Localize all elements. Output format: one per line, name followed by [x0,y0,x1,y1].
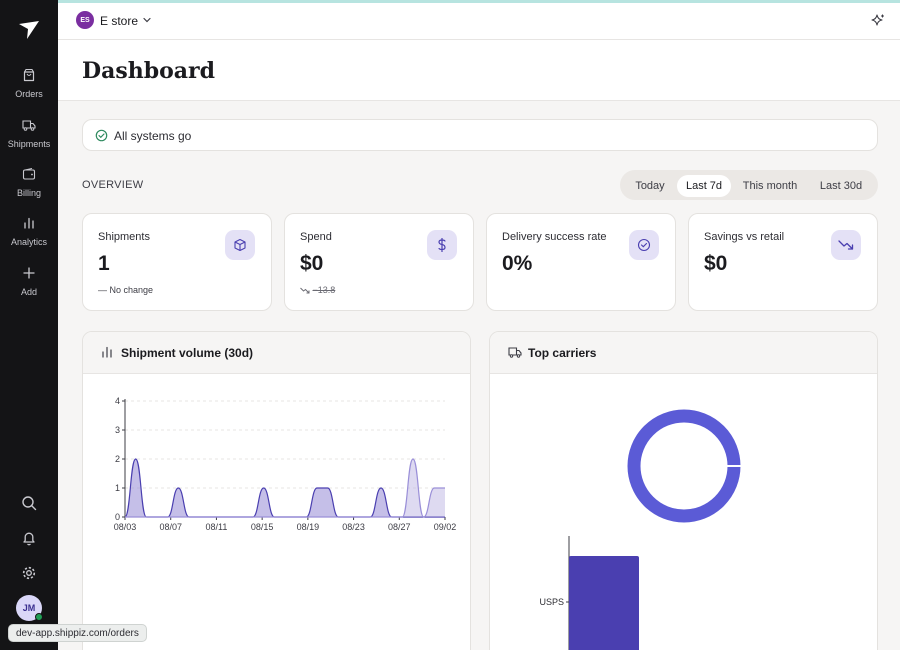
bell-icon[interactable] [19,528,39,548]
card-label: Shipments [98,231,150,243]
trend-down-icon [838,240,854,250]
x-tick-label: 08/27 [388,522,411,532]
card-change: — No change [98,285,153,295]
system-status-banner: All systems go [82,119,878,151]
volume-series-area [125,459,445,517]
y-tick-label: 2 [115,454,120,464]
tab-last-30d[interactable]: Last 30d [819,180,863,192]
carrier-pie-slice [627,409,741,523]
card-label: Delivery success rate [502,231,607,243]
search-icon[interactable] [19,493,39,513]
page-title: Dashboard [82,58,215,84]
savings-card[interactable]: Savings vs retail $0 [688,213,878,311]
y-tick-label: 1 [115,483,120,493]
logo-icon[interactable] [18,20,40,40]
card-label: Savings vs retail [704,231,785,243]
card-change-text: −13.8 [312,285,336,295]
card-value: 1 [98,252,110,275]
truck-icon [508,347,522,358]
volume-series-line [124,458,445,518]
sidebar-item-analytics[interactable]: Analytics [0,216,58,247]
x-tick-label: 08/03 [114,522,137,532]
plus-icon [23,267,35,279]
bar-chart-icon [102,346,112,358]
sidebar-item-orders[interactable]: Orders [0,68,58,99]
main-content: ES E store Dashboard All systems go OVER… [58,3,900,650]
spend-card[interactable]: Spend $0 −13.8 [284,213,474,311]
check-circle-icon [637,238,651,252]
tab-this-month[interactable]: This month [742,180,798,192]
card-value: $0 [704,252,728,275]
top-carriers-chart: USPS [539,409,742,650]
status-text: All systems go [114,129,192,143]
store-switcher[interactable]: E store [100,14,139,28]
wallet-icon [22,168,36,180]
url-tooltip: dev-app.shippiz.com/orders [8,624,147,642]
date-range-tabs: Today Last 7d This month Last 30d [620,170,878,200]
trend-down-small-icon [300,287,310,294]
carrier-bar [569,556,639,650]
card-value: 0% [502,252,533,275]
topbar: ES E store [58,3,900,40]
card-icon-wrap [831,230,861,260]
page-header: Dashboard [58,40,900,101]
sidebar: Orders Shipments Billing Analytics Add [0,0,58,650]
tab-today[interactable]: Today [635,180,665,192]
box-icon [234,238,246,252]
sparkle-icon[interactable] [870,13,886,29]
sidebar-item-label: Add [20,287,37,297]
sidebar-item-label: Shipments [7,139,51,149]
top-carriers-panel: Top carriers USPS [489,331,878,650]
panel-header: Top carriers [490,332,877,374]
tab-last-7d[interactable]: Last 7d [677,175,731,197]
panel-title: Shipment volume (30d) [121,346,254,360]
shipment-volume-panel: Shipment volume (30d) 0 1 2 3 4 08/03 08/07 08/… [82,331,471,650]
sidebar-item-label: Billing [16,188,41,198]
check-circle-icon [95,129,108,142]
shipments-card[interactable]: Shipments 1 — No change [82,213,272,311]
x-tick-label: 09/02 [434,522,457,532]
panel-header: Shipment volume (30d) [83,332,470,374]
x-tick-label: 08/19 [297,522,320,532]
sidebar-item-add[interactable]: Add [0,266,58,297]
top-accent-line [0,0,900,3]
dollar-icon [438,238,446,252]
online-status-dot [35,613,43,621]
dash-icon: — [98,285,110,295]
x-tick-label: 08/23 [342,522,365,532]
store-initials: ES [80,16,90,24]
card-change-text: No change [109,285,154,295]
gear-icon[interactable] [19,563,39,583]
delivery-success-card[interactable]: Delivery success rate 0% [486,213,676,311]
card-label: Spend [300,231,332,243]
sidebar-item-label: Orders [15,89,43,99]
x-tick-label: 08/11 [205,522,227,532]
card-change: −13.8 [300,285,335,295]
truck-icon [22,120,36,131]
overview-heading: OVERVIEW [82,179,144,191]
card-icon-wrap [427,230,457,260]
bag-icon [23,68,35,82]
card-value: $0 [300,252,324,275]
store-avatar[interactable]: ES [76,11,94,29]
sidebar-item-label: Analytics [10,237,47,247]
card-icon-wrap [629,230,659,260]
y-tick-label: 0 [115,512,120,522]
sidebar-item-shipments[interactable]: Shipments [0,118,58,149]
y-tick-label: 3 [115,425,120,435]
x-tick-label: 08/15 [251,522,274,532]
shipment-volume-chart: 0 1 2 3 4 08/03 08/07 08/11 08/15 08/19 08/23 08/27… [114,396,457,532]
card-icon-wrap [225,230,255,260]
y-tick-label: 4 [115,396,120,406]
panel-title: Top carriers [528,346,597,360]
chevron-down-icon[interactable] [142,15,152,25]
sidebar-item-billing[interactable]: Billing [0,167,58,198]
avatar-initials: JM [22,603,36,613]
x-tick-label: 08/07 [159,522,182,532]
carrier-bar-label: USPS [539,597,564,607]
bar-chart-icon [24,217,34,229]
